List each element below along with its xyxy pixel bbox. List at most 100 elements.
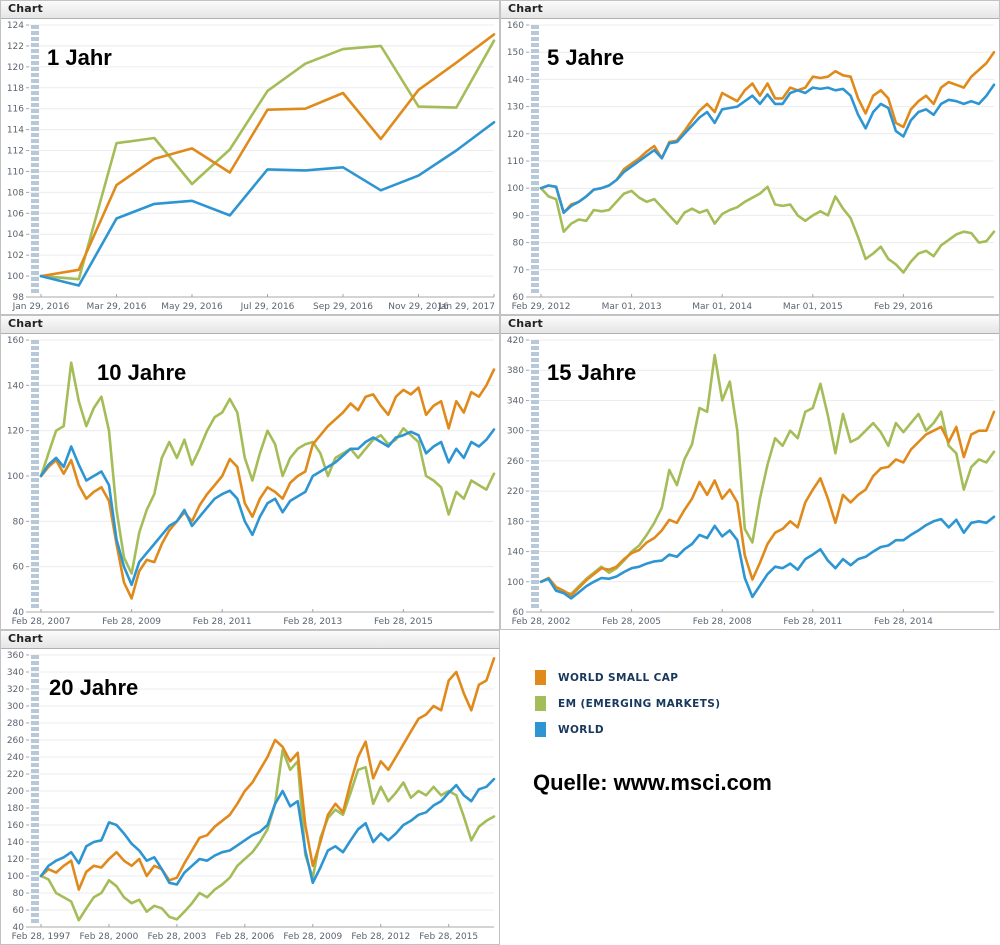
chart-panel-15-jahre: Chart 60 100 140 180 220 260 300 340 380 420 Feb 2… [500,315,1000,630]
chart-canvas: 60 70 80 90 100 110 120 130 140 150 160 Feb 29, 201… [507,21,996,312]
svg-text:Feb 28, 2000: Feb 28, 2000 [80,932,139,942]
svg-text:Feb 28, 2002: Feb 28, 2002 [512,617,571,627]
svg-text:Mar 01, 2013: Mar 01, 2013 [602,302,662,312]
svg-text:Feb 28, 2011: Feb 28, 2011 [193,617,252,627]
svg-text:Feb 28, 2005: Feb 28, 2005 [602,617,661,627]
range-slider[interactable] [31,25,39,293]
svg-text:120: 120 [7,855,24,865]
series-line-em [539,185,996,274]
chart-title: 1 Jahr [47,45,112,70]
legend: WORLD SMALL CAP EM (EMERGING MARKETS) WO… [535,670,720,748]
gridlines-and-y-axis: 98 100 102 104 106 108 110 112 114 116 118 120 122 12… [7,21,494,303]
svg-text:Feb 28, 2006: Feb 28, 2006 [215,932,274,942]
series-line-em [39,361,496,575]
svg-text:300: 300 [7,702,24,712]
svg-text:280: 280 [7,719,24,729]
svg-text:260: 260 [7,736,24,746]
svg-text:Feb 28, 2014: Feb 28, 2014 [874,617,933,627]
chart-title: 5 Jahre [547,45,624,70]
legend-item-world-small-cap: WORLD SMALL CAP [535,670,720,685]
chart-title: 10 Jahre [97,360,186,385]
svg-text:116: 116 [7,105,24,115]
x-axis-labels: Feb 29, 2012 Mar 01, 2013 Mar 01, 2014 Mar … [512,294,933,312]
world-swatch-icon [535,722,546,737]
svg-text:340: 340 [7,668,24,678]
panel-header: Chart [501,316,999,334]
range-slider[interactable] [31,655,39,923]
svg-text:124: 124 [7,21,24,31]
svg-text:112: 112 [7,147,24,157]
svg-text:200: 200 [7,787,24,797]
series-line-world_small_cap [39,33,496,278]
svg-text:420: 420 [507,336,524,346]
svg-text:98: 98 [13,293,25,303]
legend-label: WORLD SMALL CAP [558,671,679,684]
chart-panel-10-jahre: Chart 40 60 80 100 120 140 160 Feb 28, 2007 Feb … [0,315,500,630]
range-slider[interactable] [531,25,539,293]
svg-text:Feb 28, 2011: Feb 28, 2011 [783,617,842,627]
panel-header: Chart [1,631,499,649]
series-line-world [539,83,996,214]
panel-header: Chart [501,1,999,19]
svg-text:160: 160 [507,21,524,31]
svg-text:80: 80 [13,889,25,899]
svg-text:104: 104 [7,230,24,240]
svg-text:Jan 29, 2017: Jan 29, 2017 [437,302,495,312]
svg-text:108: 108 [7,188,24,198]
range-slider[interactable] [31,340,39,608]
legend-item-world: WORLD [535,722,720,737]
gridlines-and-y-axis: 40 60 80 100 120 140 160 [7,336,494,618]
world-small-cap-swatch-icon [535,670,546,685]
svg-text:120: 120 [7,63,24,73]
series-line-em [539,353,996,596]
svg-text:Feb 28, 2013: Feb 28, 2013 [283,617,342,627]
range-slider[interactable] [531,340,539,608]
svg-text:380: 380 [507,366,524,376]
svg-text:80: 80 [513,239,525,249]
svg-text:240: 240 [7,753,24,763]
svg-text:Mar 29, 2016: Mar 29, 2016 [87,302,147,312]
legend-label: WORLD [558,723,604,736]
svg-text:Feb 28, 2015: Feb 28, 2015 [419,932,478,942]
legend-item-em: EM (EMERGING MARKETS) [535,696,720,711]
chart-panel-5-jahre: Chart 60 70 80 90 100 110 120 130 140 150 160 Feb 2… [500,0,1000,315]
svg-text:102: 102 [7,251,24,261]
svg-text:Feb 28, 2009: Feb 28, 2009 [102,617,161,627]
svg-text:Sep 29, 2016: Sep 29, 2016 [313,302,373,312]
svg-text:Feb 28, 2007: Feb 28, 2007 [12,617,71,627]
series-line-world_small_cap [39,657,496,891]
svg-text:Mar 01, 2015: Mar 01, 2015 [783,302,843,312]
chart-title: 20 Jahre [49,675,138,700]
svg-text:160: 160 [7,336,24,346]
gridlines-and-y-axis: 60 70 80 90 100 110 120 130 140 150 160 [507,21,994,303]
svg-text:114: 114 [7,126,24,136]
series-line-world [539,515,996,600]
svg-text:Feb 28, 1997: Feb 28, 1997 [12,932,71,942]
svg-text:340: 340 [507,396,524,406]
chart-20-jahre: 40 60 80 100 120 140 160 180 200 220 240 260 280 300 3… [1,649,499,944]
svg-text:90: 90 [513,211,525,221]
svg-text:160: 160 [7,821,24,831]
svg-text:140: 140 [507,548,524,558]
chart-10-jahre: 40 60 80 100 120 140 160 Feb 28, 2007 Feb 28, 20… [1,334,499,629]
svg-text:300: 300 [507,427,524,437]
svg-text:140: 140 [7,381,24,391]
gridlines-and-y-axis: 60 100 140 180 220 260 300 340 380 420 [507,336,994,618]
svg-text:Feb 28, 2012: Feb 28, 2012 [351,932,410,942]
svg-text:110: 110 [7,167,24,177]
chart-canvas: 60 100 140 180 220 260 300 340 380 420 Feb 28, 200… [507,336,996,627]
chart-1-jahr: 98 100 102 104 106 108 110 112 114 116 118 120 122 12… [1,19,499,314]
chart-title: 15 Jahre [547,360,636,385]
svg-text:140: 140 [507,75,524,85]
series-line-world [39,777,496,886]
svg-text:May 29, 2016: May 29, 2016 [161,302,223,312]
gridlines-and-y-axis: 40 60 80 100 120 140 160 180 200 220 240 260 280 300 3… [7,651,494,933]
svg-text:100: 100 [7,272,24,282]
svg-text:118: 118 [7,84,24,94]
panel-header: Chart [1,316,499,334]
chart-panel-20-jahre: Chart 40 60 80 100 120 140 160 180 200 220 240 260 2… [0,630,500,945]
svg-text:40: 40 [13,608,25,618]
svg-text:180: 180 [507,517,524,527]
svg-text:70: 70 [513,266,525,276]
svg-text:Mar 01, 2014: Mar 01, 2014 [692,302,752,312]
